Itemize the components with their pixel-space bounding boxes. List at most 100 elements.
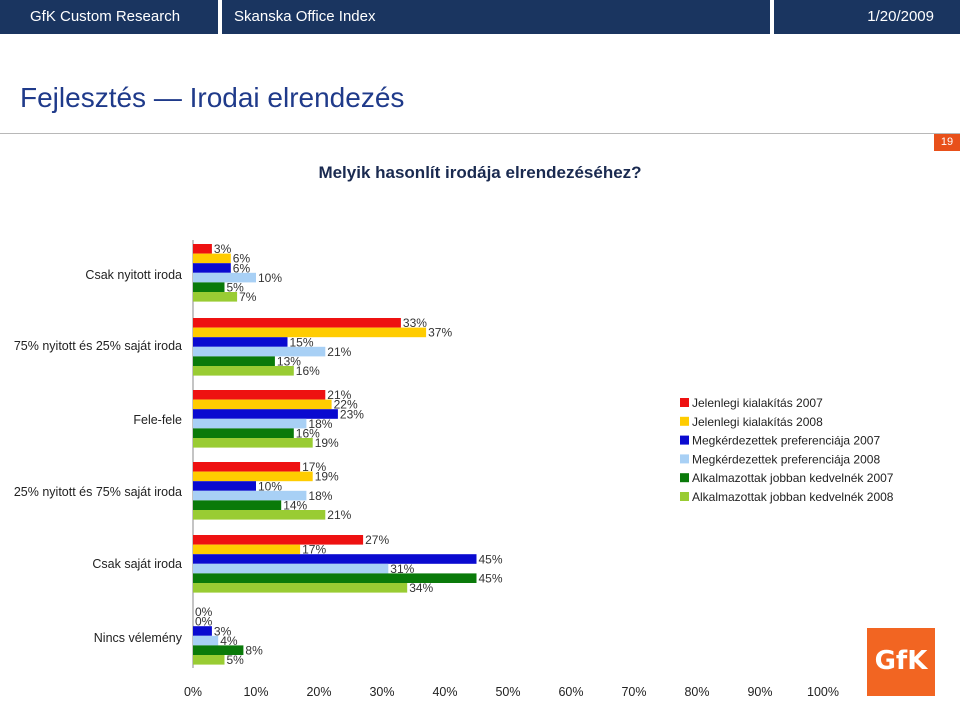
bar xyxy=(193,438,313,448)
x-tick-label: 30% xyxy=(369,685,394,699)
value-label: 7% xyxy=(239,290,257,304)
x-tick-label: 20% xyxy=(306,685,331,699)
value-label: 14% xyxy=(283,499,307,513)
value-label: 31% xyxy=(390,562,414,576)
bar xyxy=(193,626,212,636)
bar xyxy=(193,337,288,347)
category-label: 75% nyitott és 25% saját iroda xyxy=(14,339,182,353)
x-tick-label: 50% xyxy=(495,685,520,699)
bar xyxy=(193,645,244,655)
category-label: 25% nyitott és 75% saját iroda xyxy=(14,485,182,499)
value-label: 18% xyxy=(308,489,332,503)
value-label: 22% xyxy=(334,398,358,412)
category-label: Csak nyitott iroda xyxy=(85,268,182,282)
bar xyxy=(193,490,307,501)
value-label: 6% xyxy=(233,261,251,275)
value-label: 5% xyxy=(227,281,245,295)
value-label: 0% xyxy=(195,605,213,619)
legend-swatch xyxy=(680,398,689,407)
bar xyxy=(193,253,231,264)
bar xyxy=(193,554,477,564)
bar xyxy=(193,471,313,482)
legend-swatch xyxy=(680,492,689,501)
value-label: 33% xyxy=(403,316,427,330)
x-tick-label: 70% xyxy=(621,685,646,699)
value-label: 15% xyxy=(290,335,314,349)
value-label: 16% xyxy=(296,364,320,378)
bar xyxy=(193,510,326,520)
x-tick-label: 40% xyxy=(432,685,457,699)
value-label: 19% xyxy=(315,436,339,450)
top-bar: GfK Custom Research Skanska Office Index… xyxy=(0,0,960,34)
date-label: 1/20/2009 xyxy=(774,0,960,34)
value-label: 4% xyxy=(220,634,238,648)
legend-label: Megkérdezettek preferenciája 2007 xyxy=(692,434,880,448)
bar xyxy=(193,583,408,593)
legend-label: Megkérdezettek preferenciája 2008 xyxy=(692,452,880,466)
value-label: 45% xyxy=(479,572,503,586)
value-label: 17% xyxy=(302,460,326,474)
bar xyxy=(193,409,338,419)
value-label: 27% xyxy=(365,533,389,547)
x-tick-label: 100% xyxy=(807,685,839,699)
bar xyxy=(193,428,294,438)
value-label: 6% xyxy=(233,252,251,266)
page-title: Fejlesztés — Irodai elrendezés xyxy=(20,82,405,113)
legend-label: Alkalmazottak jobban kedvelnék 2008 xyxy=(692,490,894,504)
value-label: 45% xyxy=(479,552,503,566)
value-label: 19% xyxy=(315,470,339,484)
gfk-logo: GfK xyxy=(867,628,935,696)
value-label: 21% xyxy=(327,388,351,402)
bar xyxy=(193,563,389,574)
category-label: Fele-fele xyxy=(133,413,182,427)
page-number: 19 xyxy=(934,134,960,151)
value-label: 0% xyxy=(195,615,213,629)
bar xyxy=(193,635,219,646)
legend-swatch xyxy=(680,473,689,483)
bar xyxy=(193,366,294,376)
bar xyxy=(193,282,225,292)
x-tick-label: 80% xyxy=(684,685,709,699)
value-label: 10% xyxy=(258,271,282,285)
bar xyxy=(193,244,212,254)
x-tick-label: 60% xyxy=(558,685,583,699)
bar xyxy=(193,573,477,583)
x-tick-label: 10% xyxy=(243,685,268,699)
category-label: Csak saját iroda xyxy=(92,557,182,571)
bar xyxy=(193,346,326,357)
bar xyxy=(193,390,326,400)
bar xyxy=(193,399,332,410)
bar xyxy=(193,500,282,510)
bar xyxy=(193,535,364,545)
value-label: 21% xyxy=(327,345,351,359)
legend-swatch xyxy=(680,435,689,445)
bar xyxy=(193,292,238,302)
bar xyxy=(193,272,256,283)
category-label: Nincs vélemény xyxy=(94,631,183,645)
value-label: 34% xyxy=(409,581,433,595)
value-label: 3% xyxy=(214,242,232,256)
bar xyxy=(193,356,275,366)
chart-title: Melyik hasonlít irodája elrendezéséhez? xyxy=(318,163,642,182)
value-label: 10% xyxy=(258,479,282,493)
bar xyxy=(193,263,231,273)
legend-swatch xyxy=(680,416,689,426)
legend-label: Alkalmazottak jobban kedvelnék 2007 xyxy=(692,471,894,485)
x-tick-label: 0% xyxy=(184,685,202,699)
legend-label: Jelenlegi kialakítás 2007 xyxy=(692,396,823,410)
value-label: 17% xyxy=(302,543,326,557)
bar xyxy=(193,418,307,429)
value-label: 37% xyxy=(428,326,452,340)
value-label: 5% xyxy=(227,653,245,667)
bar xyxy=(193,318,401,328)
value-label: 23% xyxy=(340,407,364,421)
bar xyxy=(193,544,301,555)
value-label: 3% xyxy=(214,624,232,638)
logo-text: GfK xyxy=(874,646,928,676)
value-label: 16% xyxy=(296,427,320,441)
legend-swatch xyxy=(680,454,689,464)
value-label: 21% xyxy=(327,508,351,522)
value-label: 8% xyxy=(245,644,263,658)
report-label: Skanska Office Index xyxy=(222,0,770,34)
